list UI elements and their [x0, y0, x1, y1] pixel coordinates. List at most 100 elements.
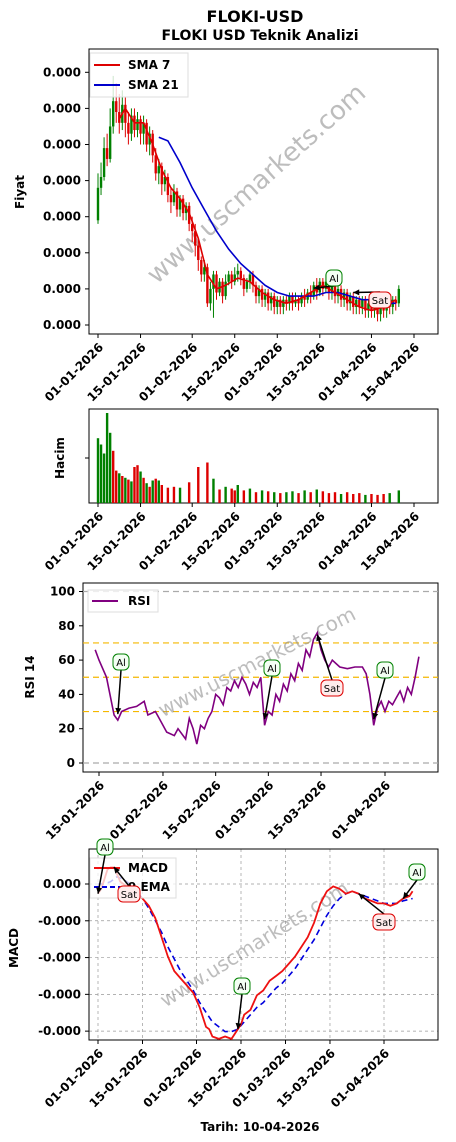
volume-bar	[108, 432, 112, 503]
volume-bar	[303, 490, 306, 503]
candle-body	[163, 176, 167, 185]
candle-body	[394, 299, 397, 304]
price-frame	[88, 48, 439, 335]
candle-body	[236, 270, 239, 275]
candle-body	[282, 299, 285, 307]
candle-body	[364, 299, 367, 311]
volume-bar	[127, 479, 130, 503]
price-y-tick-label: 0.000	[43, 246, 81, 260]
macd-panel: 0.000-0.000-0.000-0.000-0.00001-01-20261…	[7, 838, 439, 1110]
price-legend-box	[89, 52, 189, 98]
candle-body	[300, 296, 303, 304]
rsi-signal-label: Al	[267, 664, 277, 675]
price-y-tick-label: 0.000	[43, 282, 81, 296]
macd-signal-arrowhead	[358, 893, 366, 900]
candle-body	[169, 195, 173, 203]
price-signal-arrowhead	[313, 284, 321, 291]
volume-bar	[105, 413, 109, 503]
candle-body	[260, 288, 264, 300]
volume-bar	[115, 470, 118, 503]
candle-body	[333, 285, 337, 297]
volume-bar	[118, 473, 121, 503]
price-signal-label: Al	[329, 274, 339, 285]
rsi-signal-arrowhead	[115, 707, 122, 715]
rsi-y-axis-label: RSI 14	[23, 655, 37, 698]
candle-body	[212, 274, 215, 289]
volume-bar	[148, 486, 151, 503]
volume-bar	[111, 450, 115, 503]
volume-bar	[376, 494, 379, 503]
volume-bar	[333, 492, 337, 503]
volume-bar	[121, 476, 124, 503]
candle-body	[251, 274, 255, 286]
macd-y-tick-label: -0.000	[38, 951, 81, 965]
candle-body	[361, 299, 364, 307]
volume-bar	[273, 492, 276, 503]
price-y-tick-label: 0.000	[43, 174, 81, 188]
candle-body	[215, 274, 218, 293]
candle-body	[233, 274, 236, 282]
price-watermark: www.uscmarkets.com	[141, 78, 372, 290]
candle-body	[157, 166, 160, 174]
rsi-signal-arrowhead	[372, 712, 379, 720]
candle-body	[209, 288, 212, 304]
candle-body	[257, 288, 261, 297]
candle-body	[242, 278, 246, 289]
candle-body	[348, 296, 352, 304]
rsi-y-tick-label: 20	[58, 722, 75, 736]
price-y-tick-label: 0.000	[43, 101, 81, 115]
candle-body	[127, 122, 130, 134]
candle-body	[309, 292, 312, 297]
price-signal-label: Sat	[372, 296, 388, 307]
macd-y-tick-label: 0.000	[43, 877, 81, 891]
rsi-legend-label: RSI	[128, 594, 150, 608]
candle-body	[197, 245, 200, 261]
volume-bar	[133, 467, 136, 503]
rsi-signal-label: Al	[116, 658, 126, 669]
macd-y-tick-label: -0.000	[38, 914, 81, 928]
volume-bar	[124, 477, 127, 503]
volume-bar	[370, 494, 373, 503]
candle-body	[139, 119, 142, 134]
macd-signal-box	[233, 977, 251, 995]
volume-bar	[358, 493, 361, 503]
candle-body	[175, 191, 179, 210]
date-footer: Tarih: 10-04-2026	[200, 1120, 319, 1134]
macd-signal-label: Al	[100, 843, 110, 854]
price-panel: 0.000 0.000 0.000 0.000 0.000 0.000 0.000 0.000…	[13, 48, 439, 404]
candle-body	[303, 296, 306, 300]
macd-signal-box	[96, 838, 114, 856]
candle-body	[115, 101, 118, 113]
macd-legend-label: MACD	[128, 861, 168, 875]
candle-body	[206, 267, 209, 304]
volume-bar	[397, 490, 401, 503]
price-signal-box	[368, 291, 392, 309]
candle-body	[154, 155, 157, 174]
candle-body	[352, 296, 355, 307]
volume-bar	[327, 493, 331, 503]
rsi-signal-label: Sat	[324, 684, 340, 695]
volume-bar	[388, 493, 391, 503]
macd-signal-arrowhead	[96, 887, 103, 894]
macd-signal-arrowhead	[113, 867, 120, 874]
volume-bar	[142, 477, 145, 503]
volume-bar	[224, 486, 227, 503]
candle-body	[291, 296, 294, 304]
volume-bar	[279, 493, 282, 503]
volume-bar	[96, 438, 100, 503]
rsi-y-tick-label: 60	[58, 653, 75, 667]
volume-panel: 01-01-202615-01-202601-02-202615-02-2026…	[42, 408, 439, 573]
candle-body	[288, 296, 291, 304]
price-signal-arrowhead	[353, 289, 360, 296]
volume-y-axis-label: Hacim	[53, 437, 67, 479]
price-legend-label: SMA 7	[128, 58, 170, 72]
candle-body	[342, 292, 346, 300]
rsi-signal-arrow	[117, 669, 122, 715]
volume-bar	[242, 490, 246, 503]
candle-body	[355, 299, 358, 307]
volume-bar	[206, 462, 209, 503]
candle-body	[194, 231, 197, 246]
macd-signal-label: Sat	[376, 918, 392, 929]
chart-title: FLOKI-USD	[207, 7, 304, 26]
